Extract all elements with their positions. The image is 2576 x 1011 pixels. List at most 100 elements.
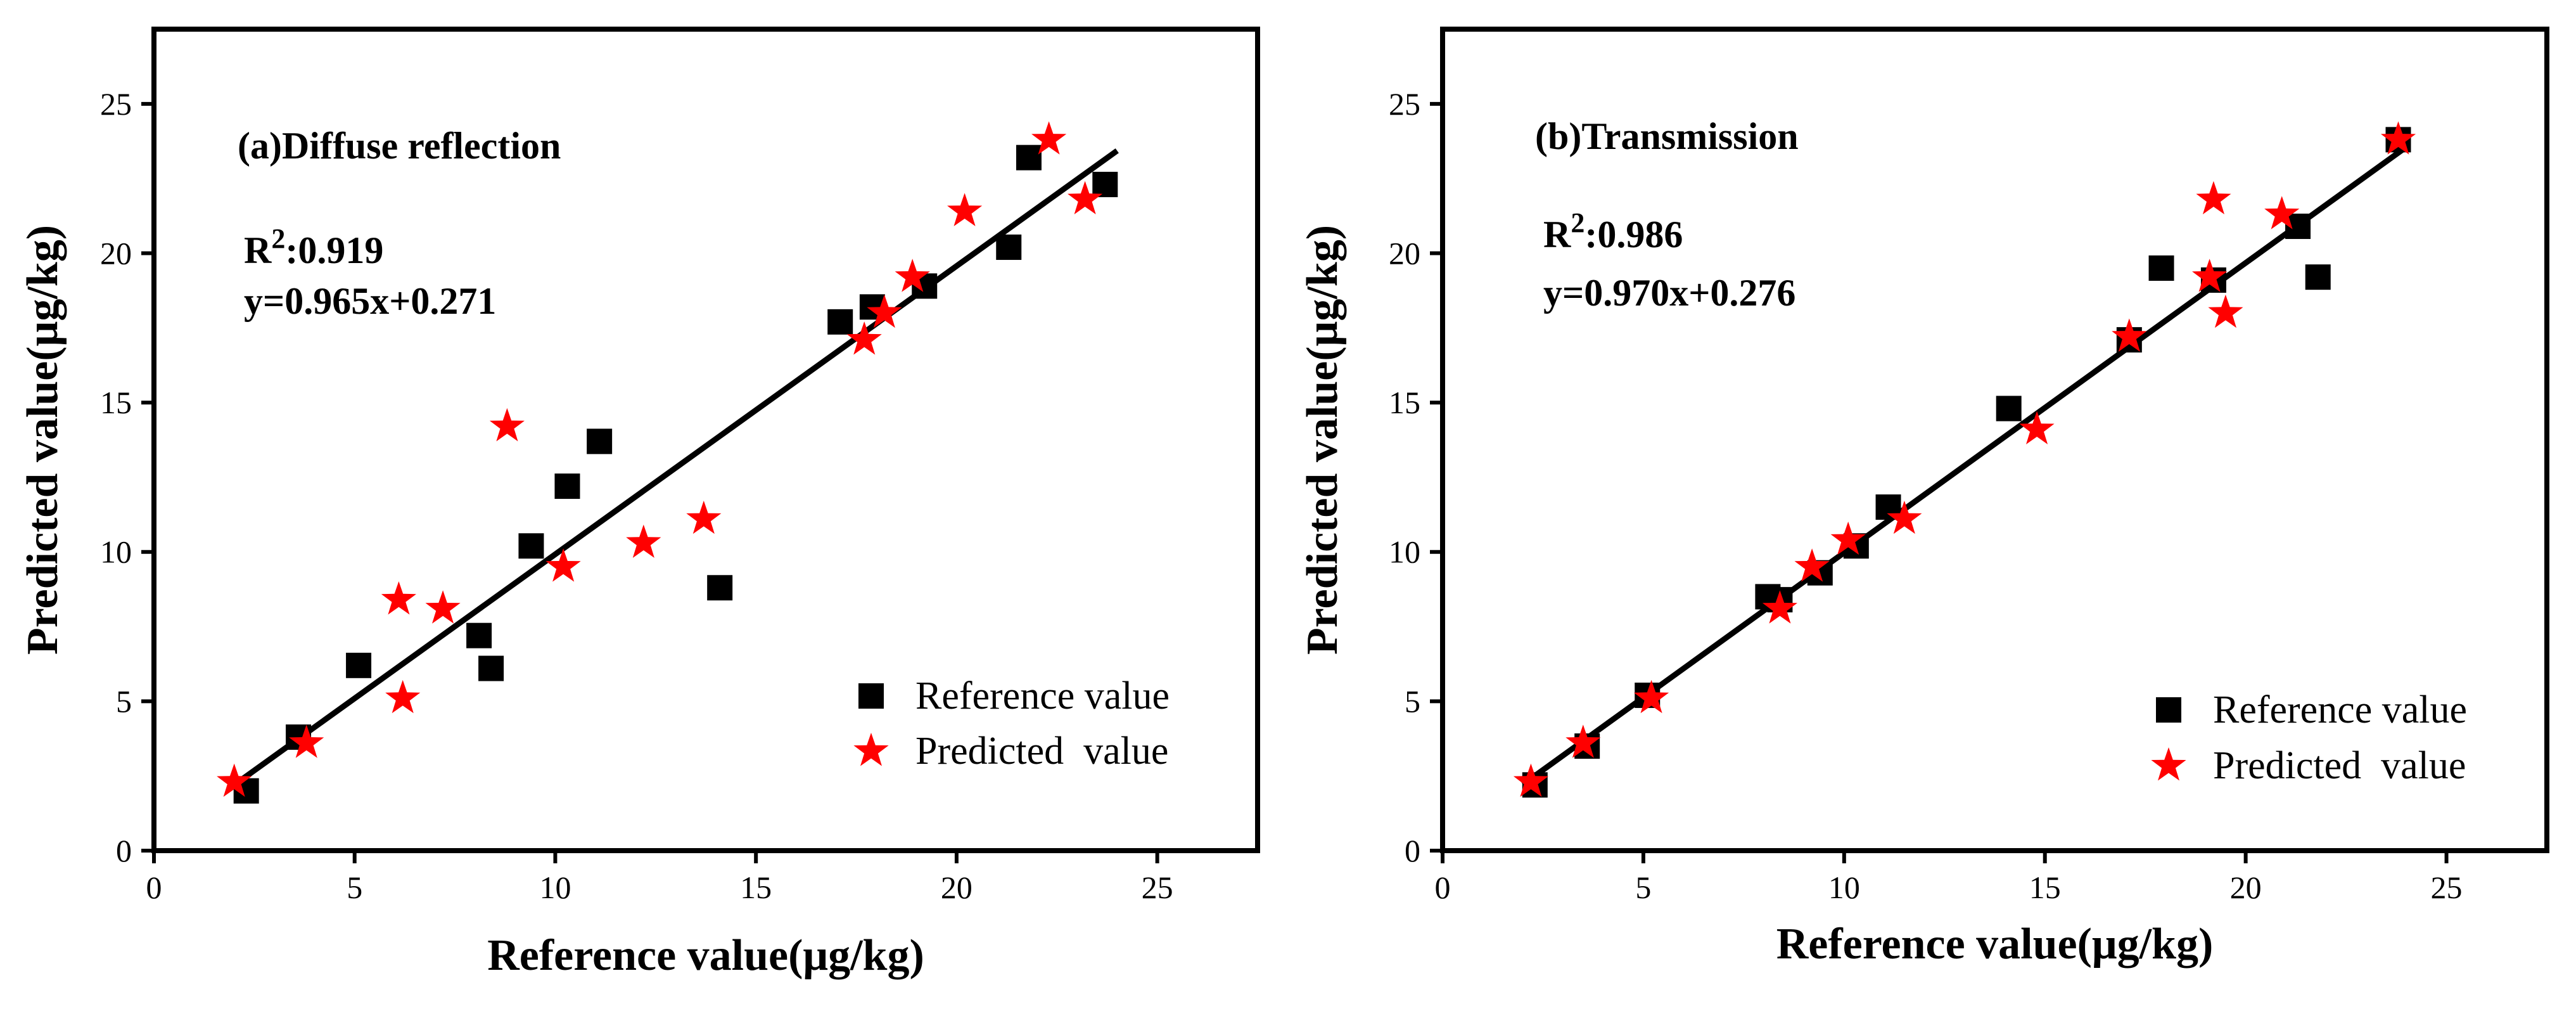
y-tick-label: 0: [1405, 833, 1420, 868]
data-point-star: [385, 679, 421, 714]
data-point-star: [626, 524, 661, 558]
predicted-series: [217, 121, 1103, 797]
data-point-square: [346, 652, 372, 678]
predicted-series: [1513, 121, 2416, 797]
data-point-square: [518, 533, 544, 559]
legend-label: Predicted value: [915, 730, 1168, 773]
data-point-star: [1887, 500, 1922, 534]
legend-label: Reference value: [2213, 688, 2467, 731]
data-point-star: [2112, 318, 2147, 352]
legend-label: Predicted value: [2213, 744, 2466, 787]
panel-title: (b)Transmission: [1535, 115, 1799, 157]
regression-equation: y=0.965x+0.271: [244, 280, 496, 322]
data-point-star: [846, 321, 882, 355]
data-point-star: [686, 500, 722, 534]
panel-title: (a)Diffuse reflection: [238, 125, 561, 167]
x-tick-label: 10: [539, 870, 571, 905]
r-squared-annotation: R2:0.986: [1543, 207, 1683, 255]
data-point-star: [545, 548, 581, 582]
data-point-square: [1996, 396, 2022, 422]
legend-star-marker: [853, 733, 889, 766]
r-squared-prefix: R: [1543, 214, 1571, 255]
r-squared-value: :0.986: [1584, 214, 1683, 255]
y-axis-label: Predicted value(μg/kg): [1298, 225, 1347, 655]
x-tick-label: 15: [740, 870, 772, 905]
y-tick-label: 25: [1389, 86, 1420, 122]
data-point-star: [381, 581, 416, 615]
x-tick-label: 25: [2431, 870, 2463, 905]
data-point-star: [1068, 181, 1103, 215]
x-tick-label: 15: [2029, 870, 2061, 905]
data-point-star: [1634, 679, 1669, 714]
data-point-star: [2196, 181, 2231, 215]
data-point-square: [1092, 172, 1118, 198]
y-tick-label: 20: [1389, 235, 1420, 271]
y-tick-label: 25: [100, 86, 132, 122]
plot-frame: [151, 27, 1260, 853]
data-point-square: [478, 655, 504, 681]
legend: Reference value Predicted value: [2151, 688, 2467, 787]
data-point-star: [1031, 121, 1067, 155]
legend-star-marker: [2151, 747, 2186, 781]
x-tick-label: 5: [1635, 870, 1651, 905]
x-tick-label: 10: [1828, 870, 1860, 905]
r-squared-value: :0.919: [285, 229, 383, 271]
y-tick-label: 10: [1389, 534, 1420, 570]
chart-panel-b: 0 5 10 15 20 25 0 5 10 15 20 25 Reference value(μg/k…: [1298, 27, 2549, 969]
data-point-square: [466, 622, 492, 648]
r-squared-superscript: 2: [271, 223, 285, 254]
data-point-square: [827, 309, 853, 335]
r-squared-annotation: R2:0.919: [244, 223, 383, 271]
data-point-star: [895, 259, 930, 292]
x-tick-label: 0: [1435, 870, 1451, 905]
y-tick-label: 0: [116, 833, 132, 868]
data-point-star: [489, 408, 525, 442]
regression-equation: y=0.970x+0.276: [1543, 272, 1795, 314]
legend-label: Reference value: [915, 674, 1170, 718]
data-point-star: [217, 763, 252, 797]
legend-square-marker: [858, 683, 884, 709]
data-point-star: [2208, 294, 2243, 328]
r-squared-prefix: R: [244, 229, 272, 271]
legend-square-marker: [2156, 697, 2181, 723]
x-tick-label: 20: [2230, 870, 2262, 905]
data-point-star: [947, 193, 983, 226]
data-point-star: [1830, 521, 1866, 555]
x-tick-label: 25: [1142, 870, 1173, 905]
y-tick-label: 15: [100, 385, 132, 420]
data-point-star: [1762, 590, 1797, 624]
data-point-star: [1513, 763, 1548, 797]
fit-line: [233, 148, 1119, 787]
y-tick-label: 5: [116, 683, 132, 719]
data-point-star: [867, 294, 902, 328]
y-axis-label: Predicted value(μg/kg): [18, 225, 67, 655]
data-point-square: [587, 428, 613, 454]
legend: Reference value Predicted value: [853, 674, 1170, 773]
plot-frame: [1440, 27, 2549, 853]
data-point-star: [425, 590, 461, 624]
fit-line: [1521, 145, 2408, 787]
data-point-star: [1794, 548, 1830, 582]
x-axis-label: Reference value(μg/kg): [487, 931, 924, 980]
data-point-square: [1016, 145, 1042, 171]
data-point-star: [2264, 196, 2300, 229]
x-axis-label: Reference value(μg/kg): [1776, 920, 2214, 969]
y-tick-label: 5: [1405, 683, 1420, 719]
data-point-square: [2148, 255, 2174, 281]
data-point-star: [2019, 411, 2055, 444]
data-point-star: [289, 724, 324, 758]
y-tick-label: 10: [100, 534, 132, 570]
data-point-square: [996, 235, 1022, 261]
data-point-square: [707, 575, 733, 601]
data-point-star: [2192, 259, 2228, 292]
x-tick-label: 0: [146, 870, 162, 905]
y-tick-label: 20: [100, 235, 132, 271]
x-tick-label: 20: [941, 870, 972, 905]
data-point-square: [2305, 264, 2331, 290]
chart-panel-a: 0 5 10 15 20 25 0 5 10 15 20 25 Reference value(μg/k…: [18, 27, 1260, 980]
x-tick-label: 5: [347, 870, 362, 905]
data-point-star: [2380, 121, 2416, 155]
data-point-star: [1565, 724, 1601, 758]
